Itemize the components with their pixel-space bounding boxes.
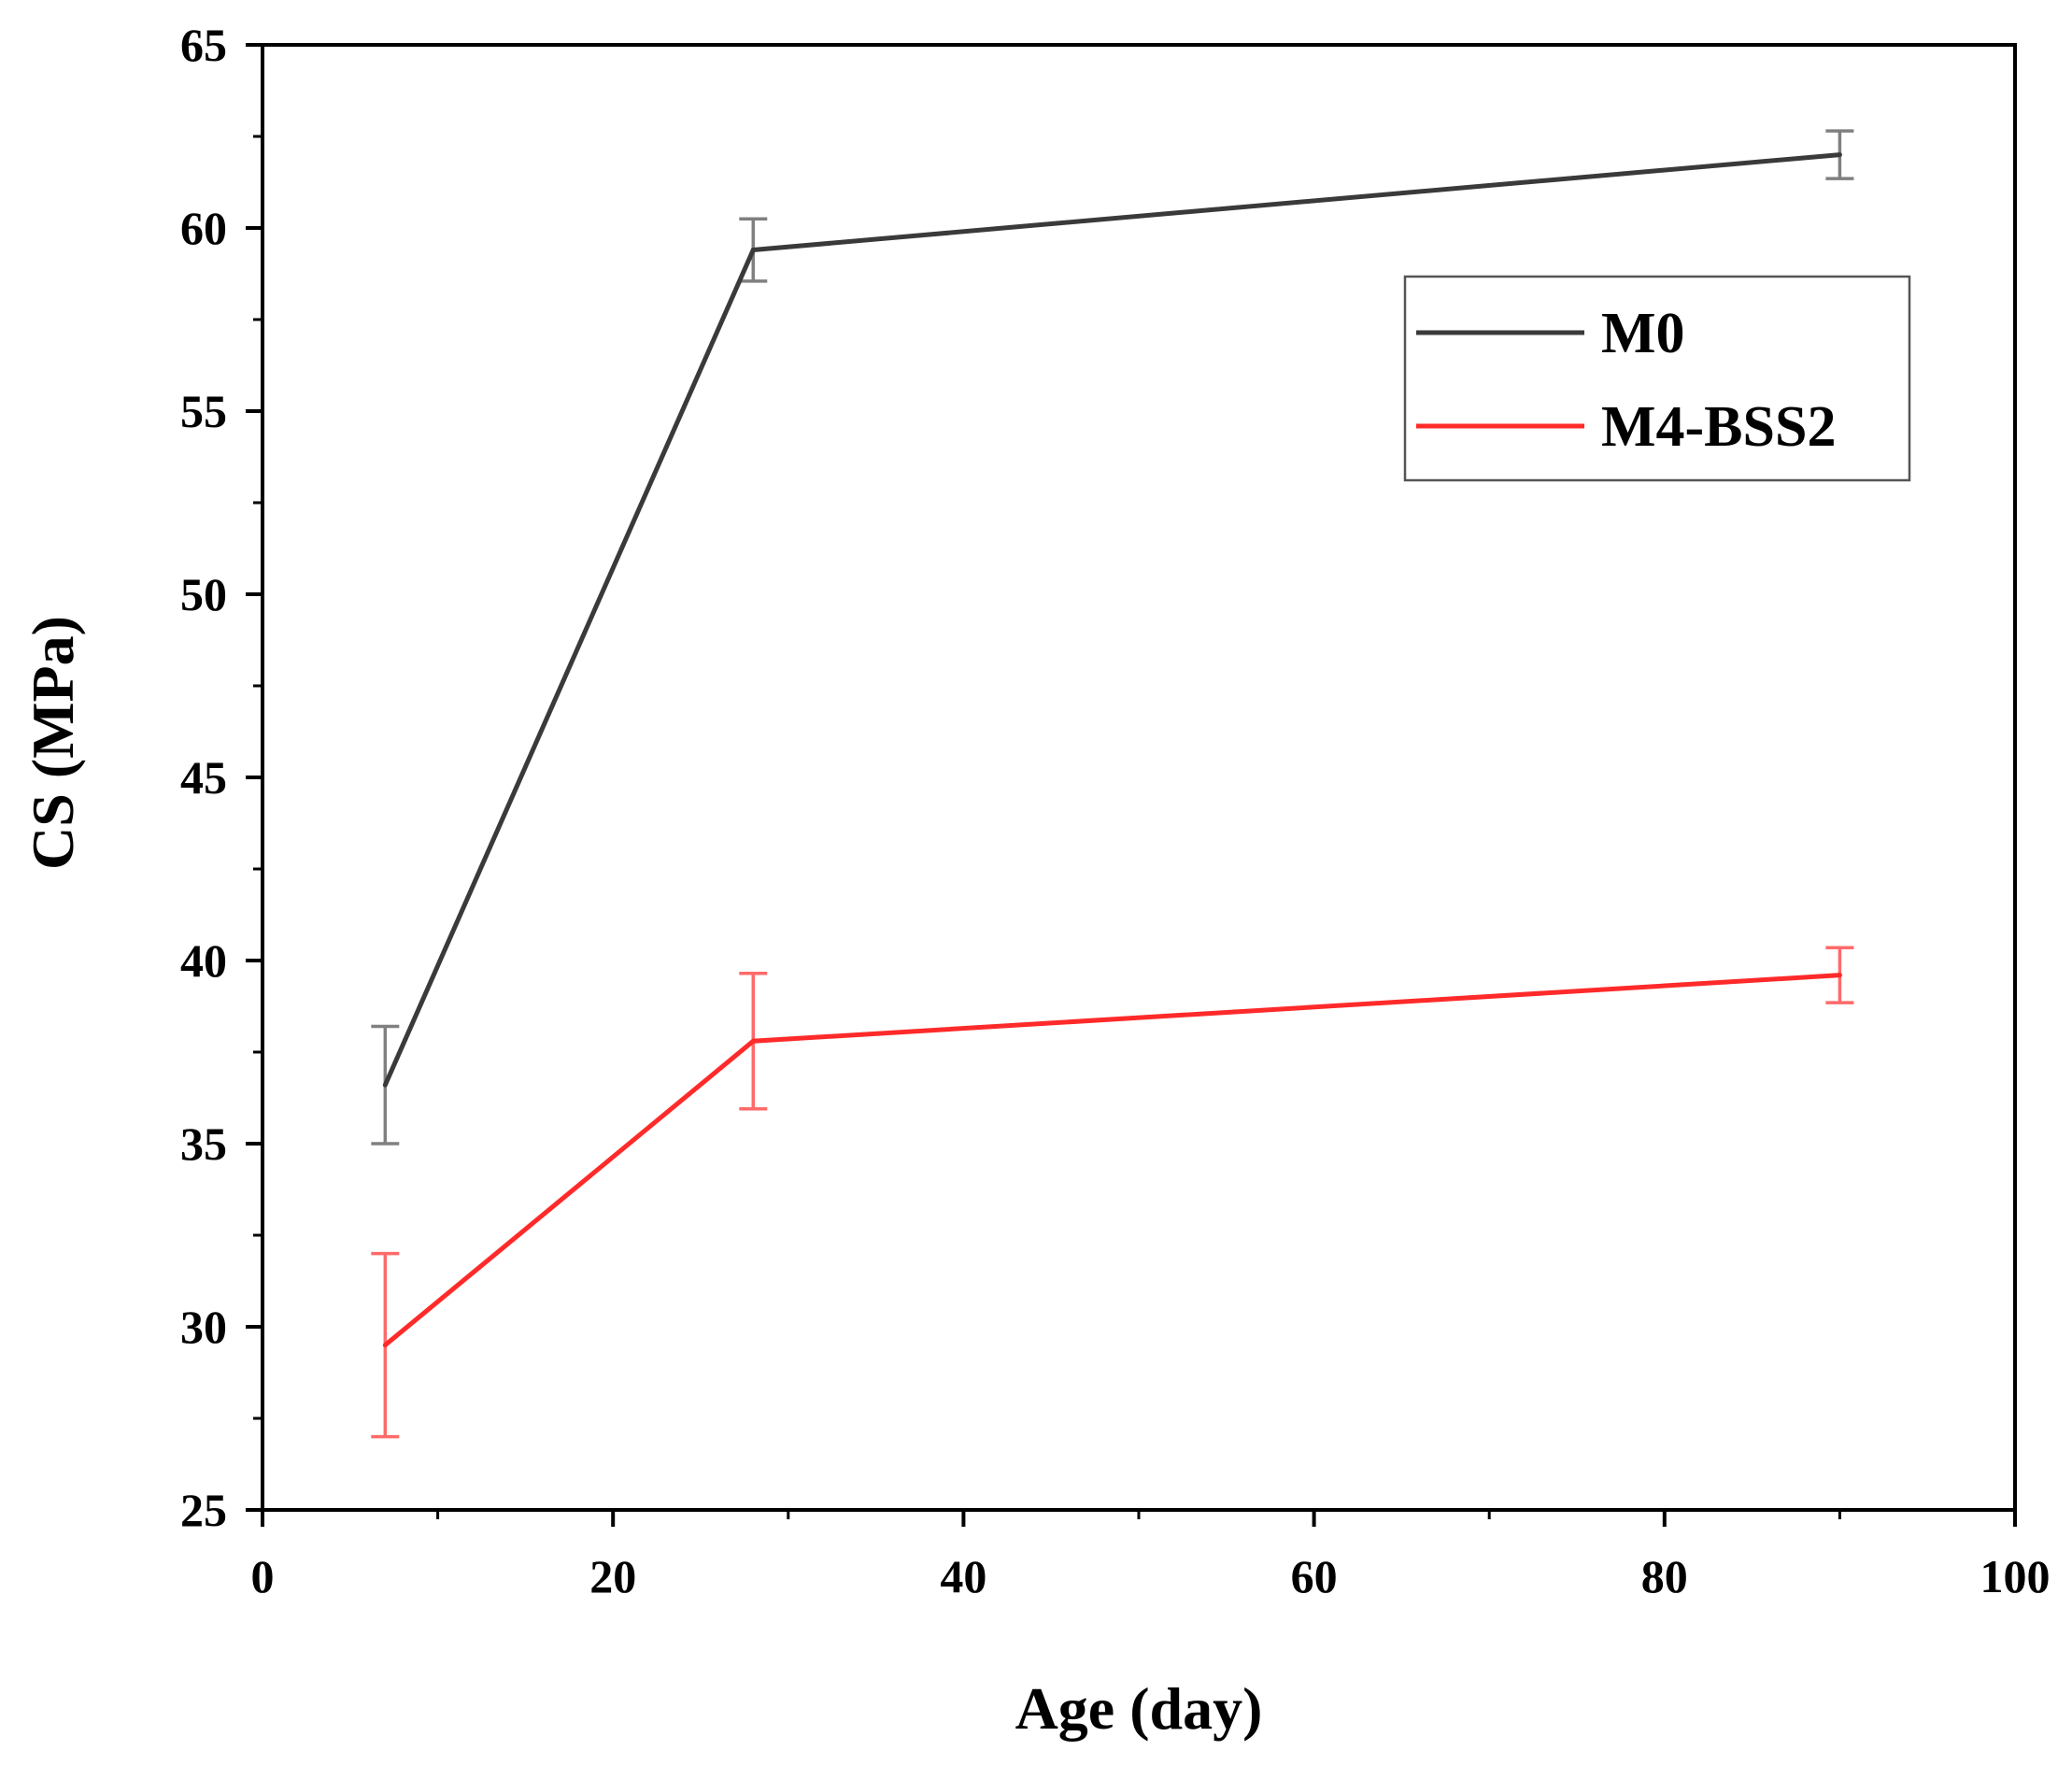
series-m4-bss2 (371, 946, 1854, 1439)
legend-entry: M4-BSS2 (1416, 395, 1836, 459)
x-tick-label: 100 (1980, 1550, 2051, 1602)
y-tick-label: 25 (180, 1484, 227, 1536)
data-point (382, 1082, 388, 1088)
data-point (1837, 152, 1842, 158)
legend: M0 M4-BSS2 (1403, 275, 1911, 482)
y-axis-title: CS (MPa) (20, 616, 86, 870)
y-tick-label: 60 (180, 202, 227, 254)
x-axis-title: Age (day) (1015, 1675, 1263, 1742)
y-tick-label: 55 (180, 385, 227, 437)
data-point (382, 1343, 388, 1348)
x-tick-label: 0 (251, 1550, 275, 1602)
legend-label: M0 (1601, 302, 1685, 365)
y-tick-label: 50 (180, 568, 227, 620)
data-point (750, 248, 756, 253)
data-point (750, 1038, 756, 1044)
y-tick-label: 40 (180, 934, 227, 987)
x-tick-label: 80 (1641, 1550, 1688, 1602)
y-tick-label: 35 (180, 1117, 227, 1170)
axes (261, 43, 2017, 1512)
legend-label: M4-BSS2 (1601, 395, 1836, 459)
data-point (1837, 973, 1842, 978)
y-tick-label: 30 (180, 1301, 227, 1353)
ticks: 0 20 40 60 80 100 25 30 35 40 45 50 55 60 65 (180, 19, 2051, 1602)
x-tick-label: 20 (589, 1550, 636, 1602)
plot-frame (261, 43, 2017, 1512)
series-layer (371, 129, 1854, 1439)
legend-entry: M0 (1416, 302, 1685, 365)
series-line (383, 973, 1840, 1347)
x-tick-label: 40 (940, 1550, 986, 1602)
series-m0 (371, 129, 1854, 1146)
x-tick-label: 60 (1291, 1550, 1338, 1602)
y-tick-label: 45 (180, 751, 227, 804)
y-tick-label: 65 (180, 19, 227, 71)
legend-box (1403, 275, 1911, 482)
